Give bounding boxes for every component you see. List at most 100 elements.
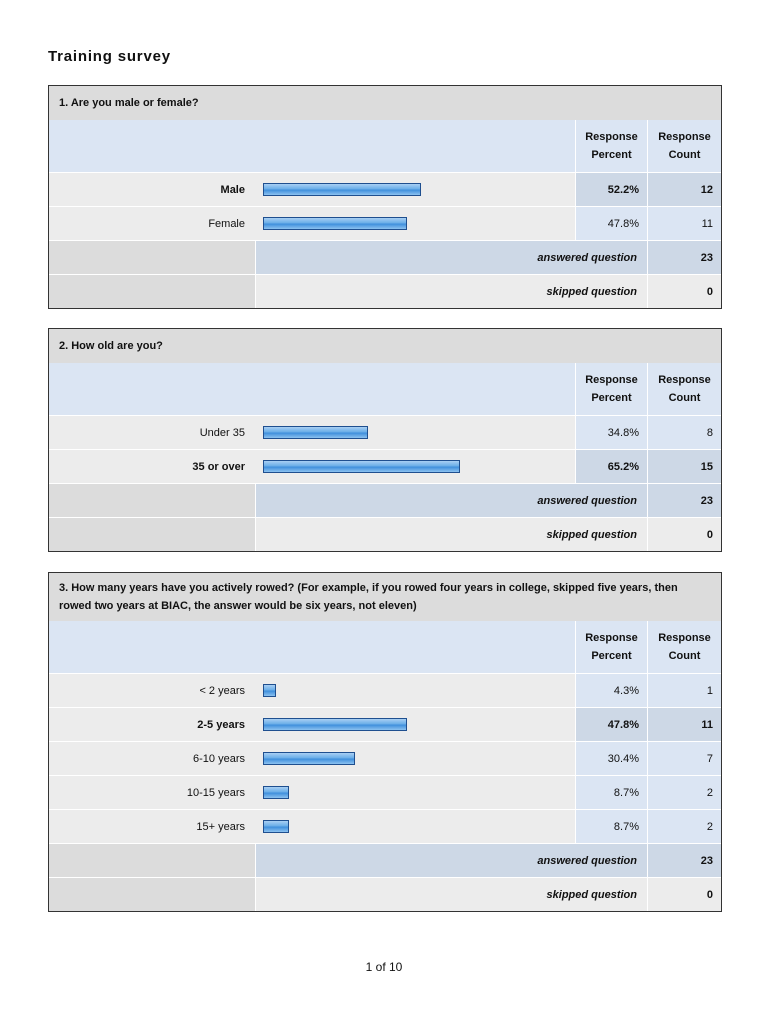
- table-row: 2-5 years 47.8% 11: [49, 707, 721, 741]
- header-line: Response: [585, 374, 638, 386]
- response-count: 11: [647, 708, 721, 741]
- answer-label: 35 or over: [49, 450, 255, 483]
- bar-cell: [255, 450, 575, 483]
- response-count-header: Response Count: [647, 120, 721, 172]
- summary-spacer: [49, 518, 255, 551]
- response-bar: [263, 786, 289, 799]
- bar-cell: [255, 416, 575, 449]
- answer-label: 2-5 years: [49, 708, 255, 741]
- header-line: Percent: [591, 149, 632, 161]
- header-line: Count: [668, 650, 701, 662]
- question-title: 2. How old are you?: [49, 329, 721, 363]
- skipped-label: skipped question: [255, 518, 647, 551]
- response-bar: [263, 460, 460, 473]
- response-bar: [263, 820, 289, 833]
- response-count: 12: [647, 173, 721, 206]
- answer-label: 10-15 years: [49, 776, 255, 809]
- table-header-row: Response Percent Response Count: [49, 363, 721, 415]
- answered-label: answered question: [255, 844, 647, 877]
- skipped-count: 0: [647, 518, 721, 551]
- response-percent: 8.7%: [575, 776, 647, 809]
- bar-cell: [255, 173, 575, 206]
- table-row: Male 52.2% 12: [49, 172, 721, 206]
- skipped-row: skipped question 0: [49, 274, 721, 308]
- table-row: 35 or over 65.2% 15: [49, 449, 721, 483]
- header-spacer: [49, 363, 575, 415]
- response-bar: [263, 752, 355, 765]
- response-count: 11: [647, 207, 721, 240]
- skipped-label: skipped question: [255, 275, 647, 308]
- question-block: 1. Are you male or female? Response Percen…: [48, 85, 722, 309]
- skipped-row: skipped question 0: [49, 517, 721, 551]
- header-line: Percent: [591, 650, 632, 662]
- response-bar: [263, 684, 276, 697]
- skipped-row: skipped question 0: [49, 877, 721, 911]
- answered-row: answered question 23: [49, 240, 721, 274]
- response-bar: [263, 217, 407, 230]
- header-line: Response: [585, 131, 638, 143]
- response-percent: 47.8%: [575, 708, 647, 741]
- answered-count: 23: [647, 484, 721, 517]
- response-percent: 30.4%: [575, 742, 647, 775]
- answer-label: 15+ years: [49, 810, 255, 843]
- skipped-label: skipped question: [255, 878, 647, 911]
- header-line: Response: [585, 632, 638, 644]
- header-line: Percent: [591, 392, 632, 404]
- answer-label: < 2 years: [49, 674, 255, 707]
- response-bar: [263, 183, 421, 196]
- answer-label: Under 35: [49, 416, 255, 449]
- question-block: 3. How many years have you actively rowe…: [48, 572, 722, 912]
- summary-spacer: [49, 275, 255, 308]
- answer-label: Male: [49, 173, 255, 206]
- header-line: Response: [658, 374, 711, 386]
- table-row: < 2 years 4.3% 1: [49, 673, 721, 707]
- header-line: Response: [658, 131, 711, 143]
- response-percent: 52.2%: [575, 173, 647, 206]
- response-count: 8: [647, 416, 721, 449]
- table-row: Under 35 34.8% 8: [49, 415, 721, 449]
- response-percent: 47.8%: [575, 207, 647, 240]
- summary-spacer: [49, 844, 255, 877]
- table-header-row: Response Percent Response Count: [49, 120, 721, 172]
- bar-cell: [255, 810, 575, 843]
- response-percent-header: Response Percent: [575, 120, 647, 172]
- table-row: 15+ years 8.7% 2: [49, 809, 721, 843]
- answered-count: 23: [647, 241, 721, 274]
- bar-cell: [255, 207, 575, 240]
- response-count-header: Response Count: [647, 621, 721, 673]
- response-percent: 34.8%: [575, 416, 647, 449]
- answered-label: answered question: [255, 241, 647, 274]
- answered-count: 23: [647, 844, 721, 877]
- response-percent: 65.2%: [575, 450, 647, 483]
- page-number: 1 of 10: [365, 960, 403, 974]
- response-percent-header: Response Percent: [575, 363, 647, 415]
- bar-cell: [255, 708, 575, 741]
- response-bar: [263, 718, 407, 731]
- table-row: 10-15 years 8.7% 2: [49, 775, 721, 809]
- response-bar: [263, 426, 368, 439]
- bar-cell: [255, 674, 575, 707]
- bar-cell: [255, 776, 575, 809]
- response-count: 15: [647, 450, 721, 483]
- answer-label: Female: [49, 207, 255, 240]
- response-count: 2: [647, 776, 721, 809]
- response-count: 7: [647, 742, 721, 775]
- table-row: Female 47.8% 11: [49, 206, 721, 240]
- answered-row: answered question 23: [49, 843, 721, 877]
- header-line: Count: [668, 149, 701, 161]
- skipped-count: 0: [647, 275, 721, 308]
- answered-row: answered question 23: [49, 483, 721, 517]
- bar-cell: [255, 742, 575, 775]
- question-title: 1. Are you male or female?: [49, 86, 721, 120]
- table-row: 6-10 years 30.4% 7: [49, 741, 721, 775]
- summary-spacer: [49, 241, 255, 274]
- skipped-count: 0: [647, 878, 721, 911]
- header-line: Count: [668, 392, 701, 404]
- answered-label: answered question: [255, 484, 647, 517]
- header-line: Response: [658, 632, 711, 644]
- header-spacer: [49, 120, 575, 172]
- response-count-header: Response Count: [647, 363, 721, 415]
- response-count: 2: [647, 810, 721, 843]
- response-percent: 4.3%: [575, 674, 647, 707]
- summary-spacer: [49, 878, 255, 911]
